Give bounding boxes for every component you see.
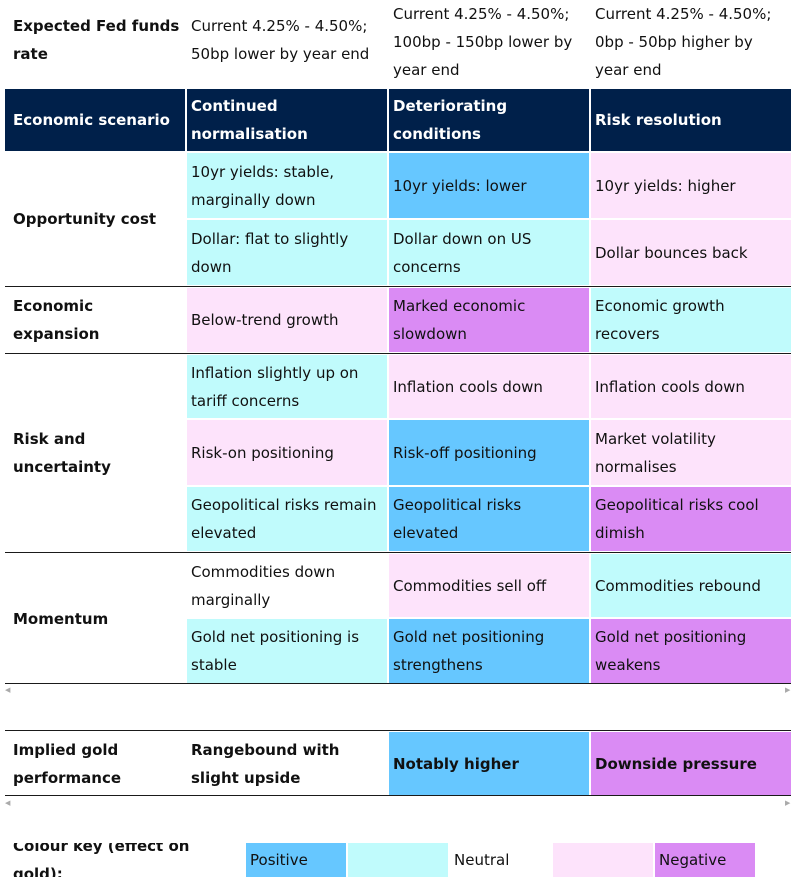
- opportunity-dollar-risk: Dollar bounces back: [591, 220, 791, 285]
- row-label-implied-gold: Implied gold performance: [13, 740, 122, 787]
- risk-geopolitical-continued: Geopolitical risks remain elevated: [187, 487, 387, 551]
- divider: [5, 552, 791, 553]
- fed-funds-continued: Current 4.25% - 4.50%; 50bp lower by yea…: [191, 17, 370, 63]
- key-positive-swatch: Positive: [246, 843, 346, 877]
- risk-positioning-risk: Market volatility normalises: [591, 420, 791, 485]
- divider: [5, 683, 791, 684]
- risk-positioning-deteriorating: Risk-off positioning: [389, 420, 589, 485]
- expansion-risk: Economic growth recovers: [591, 288, 791, 352]
- scroll-left-icon[interactable]: ◀: [5, 686, 11, 694]
- risk-inflation-deteriorating: Inflation cools down: [389, 355, 589, 418]
- momentum-commodities-risk: Commodities rebound: [591, 554, 791, 617]
- momentum-gold-deteriorating: Gold net positioning strengthens: [389, 619, 589, 683]
- header-economic-scenario: Economic scenario: [5, 89, 185, 151]
- opportunity-dollar-deteriorating: Dollar down on US concerns: [389, 220, 589, 285]
- scroll-right-icon[interactable]: ▶: [785, 799, 791, 807]
- fed-funds-risk-resolution: Current 4.25% - 4.50%; 0bp - 50bp higher…: [595, 5, 772, 79]
- risk-geopolitical-risk: Geopolitical risks cool dimish: [591, 487, 791, 551]
- divider: [5, 353, 791, 354]
- risk-positioning-continued: Risk-on positioning: [187, 420, 387, 485]
- momentum-commodities-deteriorating: Commodities sell off: [389, 554, 589, 617]
- header-risk-resolution: Risk resolution: [591, 89, 791, 151]
- opportunity-yields-continued: 10yr yields: stable, marginally down: [187, 153, 387, 218]
- opportunity-yields-risk: 10yr yields: higher: [591, 153, 791, 218]
- key-neutral-label: Neutral: [454, 851, 510, 869]
- expansion-continued: Below-trend growth: [187, 288, 387, 352]
- implied-deteriorating: Notably higher: [389, 732, 589, 795]
- fed-funds-label: Expected Fed funds rate: [13, 17, 180, 63]
- momentum-gold-continued: Gold net positioning is stable: [187, 619, 387, 683]
- risk-geopolitical-deteriorating: Geopolitical risks elevated: [389, 487, 589, 551]
- expansion-deteriorating: Marked economic slowdown: [389, 288, 589, 352]
- row-label-momentum: Momentum: [13, 609, 109, 628]
- key-negative-swatch: Negative: [655, 843, 755, 877]
- implied-continued: Rangebound with slight upside: [191, 740, 340, 787]
- divider: [5, 286, 791, 287]
- momentum-commodities-continued: Commodities down marginally: [191, 562, 336, 609]
- risk-inflation-continued: Inflation slightly up on tariff concerns: [187, 355, 387, 418]
- risk-inflation-risk: Inflation cools down: [591, 355, 791, 418]
- divider: [5, 795, 791, 796]
- fed-funds-deteriorating: Current 4.25% - 4.50%; 100bp - 150bp low…: [393, 5, 573, 79]
- row-label-economic-expansion: Economic expansion: [13, 297, 100, 343]
- row-label-risk-uncertainty: Risk and uncertainty: [13, 430, 111, 476]
- implied-risk: Downside pressure: [591, 732, 791, 795]
- opportunity-dollar-continued: Dollar: flat to slightly down: [187, 220, 387, 285]
- key-negative-light-swatch: [553, 843, 653, 877]
- header-continued-normalisation: Continued normalisation: [187, 89, 387, 151]
- opportunity-yields-deteriorating: 10yr yields: lower: [389, 153, 589, 218]
- divider: [5, 730, 791, 731]
- momentum-gold-risk: Gold net positioning weakens: [591, 619, 791, 683]
- key-neutral-swatch: [348, 843, 448, 877]
- colour-key-label: Colour key (effect on gold):: [13, 843, 190, 877]
- row-label-opportunity-cost: Opportunity cost: [13, 210, 157, 228]
- header-deteriorating-conditions: Deteriorating conditions: [389, 89, 589, 151]
- scroll-right-icon[interactable]: ▶: [785, 686, 791, 694]
- scroll-left-icon[interactable]: ◀: [5, 799, 11, 807]
